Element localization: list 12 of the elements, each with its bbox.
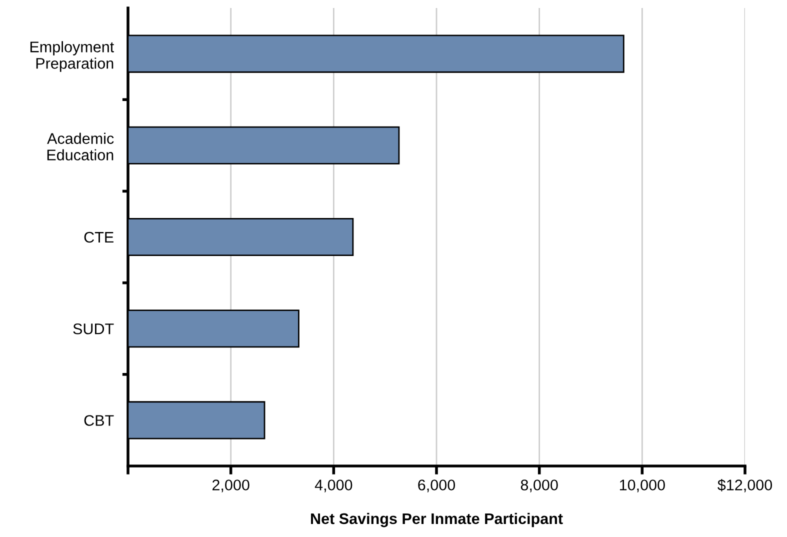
x-tick-label: 10,000: [620, 480, 665, 492]
x-tick-label: 6,000: [418, 480, 456, 492]
y-tick-label: Academic Education: [47, 132, 114, 160]
y-tick-label: Employment Preparation: [30, 41, 114, 72]
y-tick-label: CBT: [84, 415, 114, 426]
y-tick-label: SUDT: [73, 323, 114, 334]
x-axis-title: Net Savings Per Inmate Participant: [311, 512, 563, 528]
x-tick-label: 4,000: [314, 480, 352, 492]
x-tick-label: 8,000: [520, 480, 558, 492]
x-tick-label: $12,000: [718, 478, 772, 492]
x-tick-label: 2,000: [212, 480, 250, 492]
y-tick-label: CTE: [84, 232, 114, 243]
